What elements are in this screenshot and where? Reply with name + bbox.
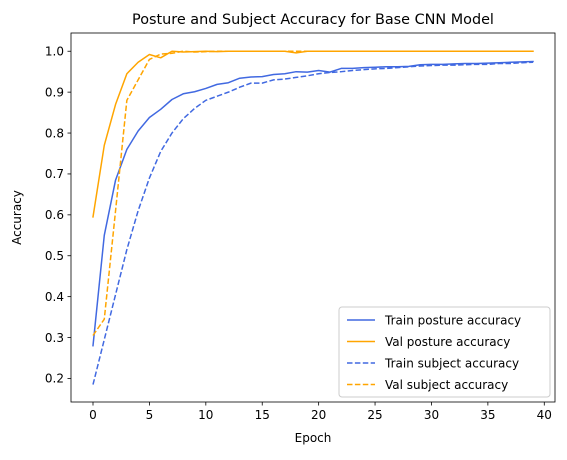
x-tick-label: 5 xyxy=(146,408,154,422)
x-tick-label: 15 xyxy=(255,408,270,422)
y-tick-label: 0.9 xyxy=(45,85,64,99)
legend: Train posture accuracy Val posture accura… xyxy=(338,306,551,398)
x-tick-label: 35 xyxy=(480,408,495,422)
y-tick-label: 1.0 xyxy=(45,45,64,59)
plot-lines xyxy=(92,50,534,385)
legend-label: Val subject accuracy xyxy=(385,378,508,392)
y-tick-label: 0.4 xyxy=(45,290,64,304)
x-tick-label: 20 xyxy=(311,408,326,422)
x-tick-label: 10 xyxy=(198,408,213,422)
train-posture-accuracy-line xyxy=(92,60,534,347)
legend-label: Train subject accuracy xyxy=(384,356,519,370)
y-tick-label: 0.7 xyxy=(45,167,64,181)
chart-title: Posture and Subject Accuracy for Base CN… xyxy=(132,12,494,28)
x-tick-label: 30 xyxy=(424,408,439,422)
x-tick-label: 25 xyxy=(367,408,382,422)
val-subject-accuracy-line xyxy=(92,50,533,336)
y-tick-label: 0.6 xyxy=(45,208,64,222)
x-axis-label: Epoch xyxy=(295,431,332,445)
plot-frame xyxy=(70,32,556,403)
legend-label: Val posture accuracy xyxy=(385,335,510,349)
y-axis-ticks: 0.2 0.3 0.4 0.5 0.6 0.7 0.8 0.9 1.0 xyxy=(45,45,71,386)
x-tick-label: 0 xyxy=(89,408,97,422)
train-subject-accuracy-line xyxy=(92,61,534,385)
y-tick-label: 0.2 xyxy=(45,372,64,386)
legend-label: Train posture accuracy xyxy=(384,313,521,327)
val-posture-accuracy-line xyxy=(92,50,534,218)
legend-box xyxy=(338,306,551,398)
x-tick-label: 40 xyxy=(537,408,552,422)
x-axis-ticks: 0 5 10 15 20 25 30 35 40 xyxy=(89,402,552,422)
y-tick-label: 0.3 xyxy=(45,331,64,345)
y-tick-label: 0.8 xyxy=(45,126,64,140)
y-tick-label: 0.5 xyxy=(45,249,64,263)
y-axis-label: Accuracy xyxy=(10,190,24,245)
